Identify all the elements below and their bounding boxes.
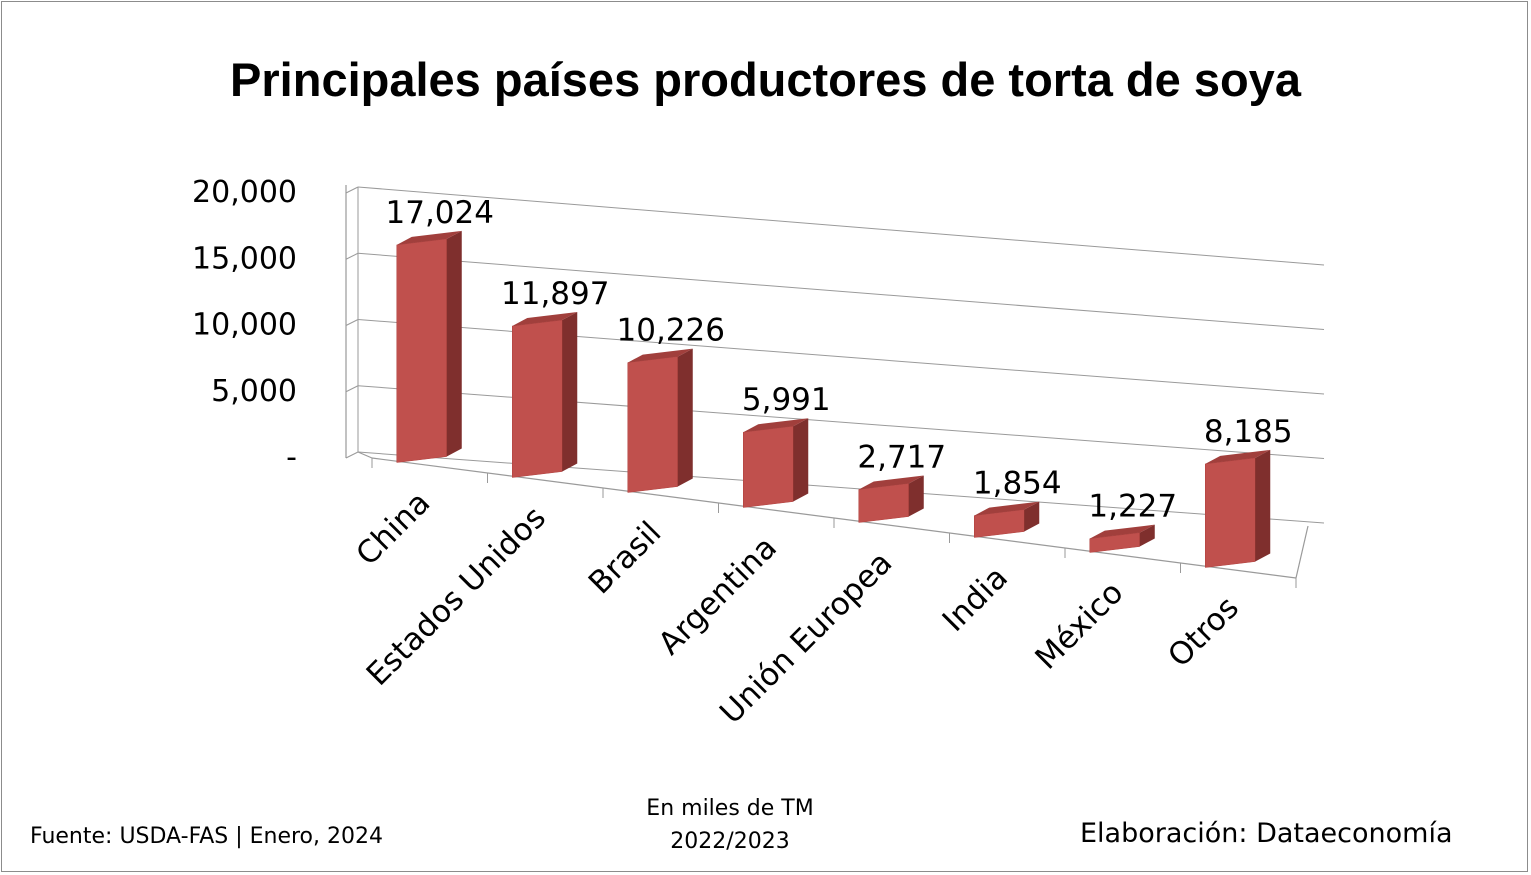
period-line: 2022/2023 xyxy=(670,829,790,854)
gridline-side xyxy=(345,319,359,326)
floor-right-edge xyxy=(1295,525,1309,579)
bar-side xyxy=(446,230,462,457)
bar-side xyxy=(562,312,578,472)
bar-top xyxy=(858,475,924,490)
bar-side xyxy=(1255,449,1271,562)
y-tick-label: - xyxy=(286,440,297,475)
data-label: 8,185 xyxy=(1204,414,1293,450)
y-tick-label: 20,000 xyxy=(192,175,297,210)
units-note: En miles de TM 2022/2023 xyxy=(600,792,860,858)
bar xyxy=(858,483,909,523)
gridline xyxy=(357,385,1325,459)
x-tick-label: Otros xyxy=(1161,590,1246,675)
bar xyxy=(627,356,678,493)
chart-title: Principales países productores de torta … xyxy=(230,53,1301,106)
bar xyxy=(743,425,794,508)
bar-top xyxy=(627,348,693,363)
y-tick-label: 10,000 xyxy=(192,308,297,343)
bar-top xyxy=(396,230,462,245)
bar-side xyxy=(908,475,924,517)
gridline xyxy=(357,319,1325,395)
gridlines xyxy=(345,185,1325,588)
units-line: En miles de TM xyxy=(646,796,814,821)
bar xyxy=(396,238,447,463)
y-tick-label: 5,000 xyxy=(211,374,297,409)
floor-left-edge xyxy=(357,451,373,459)
bar-side xyxy=(1139,524,1155,547)
gridline-side xyxy=(345,385,359,393)
gridline xyxy=(357,252,1325,330)
bar-top xyxy=(974,501,1040,516)
source-note: Fuente: USDA-FAS | Enero, 2024 xyxy=(30,824,383,849)
x-tick-label: Argentina xyxy=(652,530,784,662)
bar-side xyxy=(1024,501,1040,532)
y-axis-ticks: - 5,000 10,000 15,000 20,000 xyxy=(192,175,297,475)
bar-side xyxy=(677,348,693,487)
data-label: 11,897 xyxy=(501,276,609,312)
gridline-side xyxy=(345,451,359,459)
bar xyxy=(512,319,563,478)
gridline xyxy=(357,451,1325,524)
bar-top xyxy=(1205,449,1271,464)
data-label: 1,854 xyxy=(973,466,1062,502)
bars xyxy=(396,230,1271,568)
data-label: 10,226 xyxy=(617,313,725,349)
gridline xyxy=(357,186,1325,266)
x-tick-label: México xyxy=(1028,575,1130,677)
bar xyxy=(1205,457,1256,568)
bar-top xyxy=(743,418,809,433)
data-label: 5,991 xyxy=(742,382,831,418)
x-tick-label: Brasil xyxy=(582,515,669,602)
x-tick-label: India xyxy=(936,560,1015,639)
bar-side xyxy=(793,418,809,502)
bar-top xyxy=(1089,524,1155,539)
bar-top xyxy=(512,312,578,327)
y-tick-label: 15,000 xyxy=(192,241,297,276)
data-label: 17,024 xyxy=(386,195,494,231)
x-tick-label: China xyxy=(349,485,437,573)
data-label: 1,227 xyxy=(1088,489,1177,525)
credit-note: Elaboración: Dataeconomía xyxy=(1080,818,1453,849)
gridline-side xyxy=(345,252,359,260)
gridline-side xyxy=(345,186,359,194)
data-label: 2,717 xyxy=(857,439,946,475)
